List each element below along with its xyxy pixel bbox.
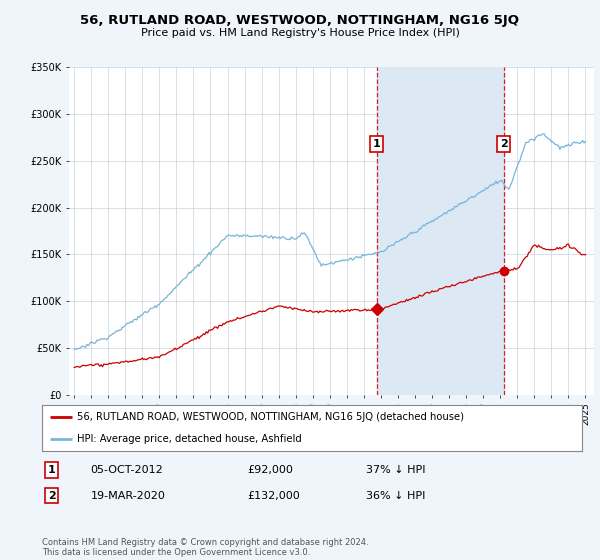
Bar	[377, 67, 504, 395]
Text: £92,000: £92,000	[247, 465, 293, 475]
Text: HPI: Average price, detached house, Ashfield: HPI: Average price, detached house, Ashf…	[77, 434, 302, 444]
Text: 56, RUTLAND ROAD, WESTWOOD, NOTTINGHAM, NG16 5JQ (detached house): 56, RUTLAND ROAD, WESTWOOD, NOTTINGHAM, …	[77, 412, 464, 422]
Text: 19-MAR-2020: 19-MAR-2020	[91, 491, 166, 501]
Text: 37% ↓ HPI: 37% ↓ HPI	[366, 465, 425, 475]
Text: 2: 2	[500, 139, 508, 149]
Text: 36% ↓ HPI: 36% ↓ HPI	[366, 491, 425, 501]
Text: 2: 2	[48, 491, 56, 501]
Text: Price paid vs. HM Land Registry's House Price Index (HPI): Price paid vs. HM Land Registry's House …	[140, 28, 460, 38]
Text: £132,000: £132,000	[247, 491, 300, 501]
Text: 1: 1	[48, 465, 56, 475]
Text: Contains HM Land Registry data © Crown copyright and database right 2024.
This d: Contains HM Land Registry data © Crown c…	[42, 538, 368, 557]
Text: 05-OCT-2012: 05-OCT-2012	[91, 465, 163, 475]
Text: 1: 1	[373, 139, 380, 149]
Text: 56, RUTLAND ROAD, WESTWOOD, NOTTINGHAM, NG16 5JQ: 56, RUTLAND ROAD, WESTWOOD, NOTTINGHAM, …	[80, 14, 520, 27]
